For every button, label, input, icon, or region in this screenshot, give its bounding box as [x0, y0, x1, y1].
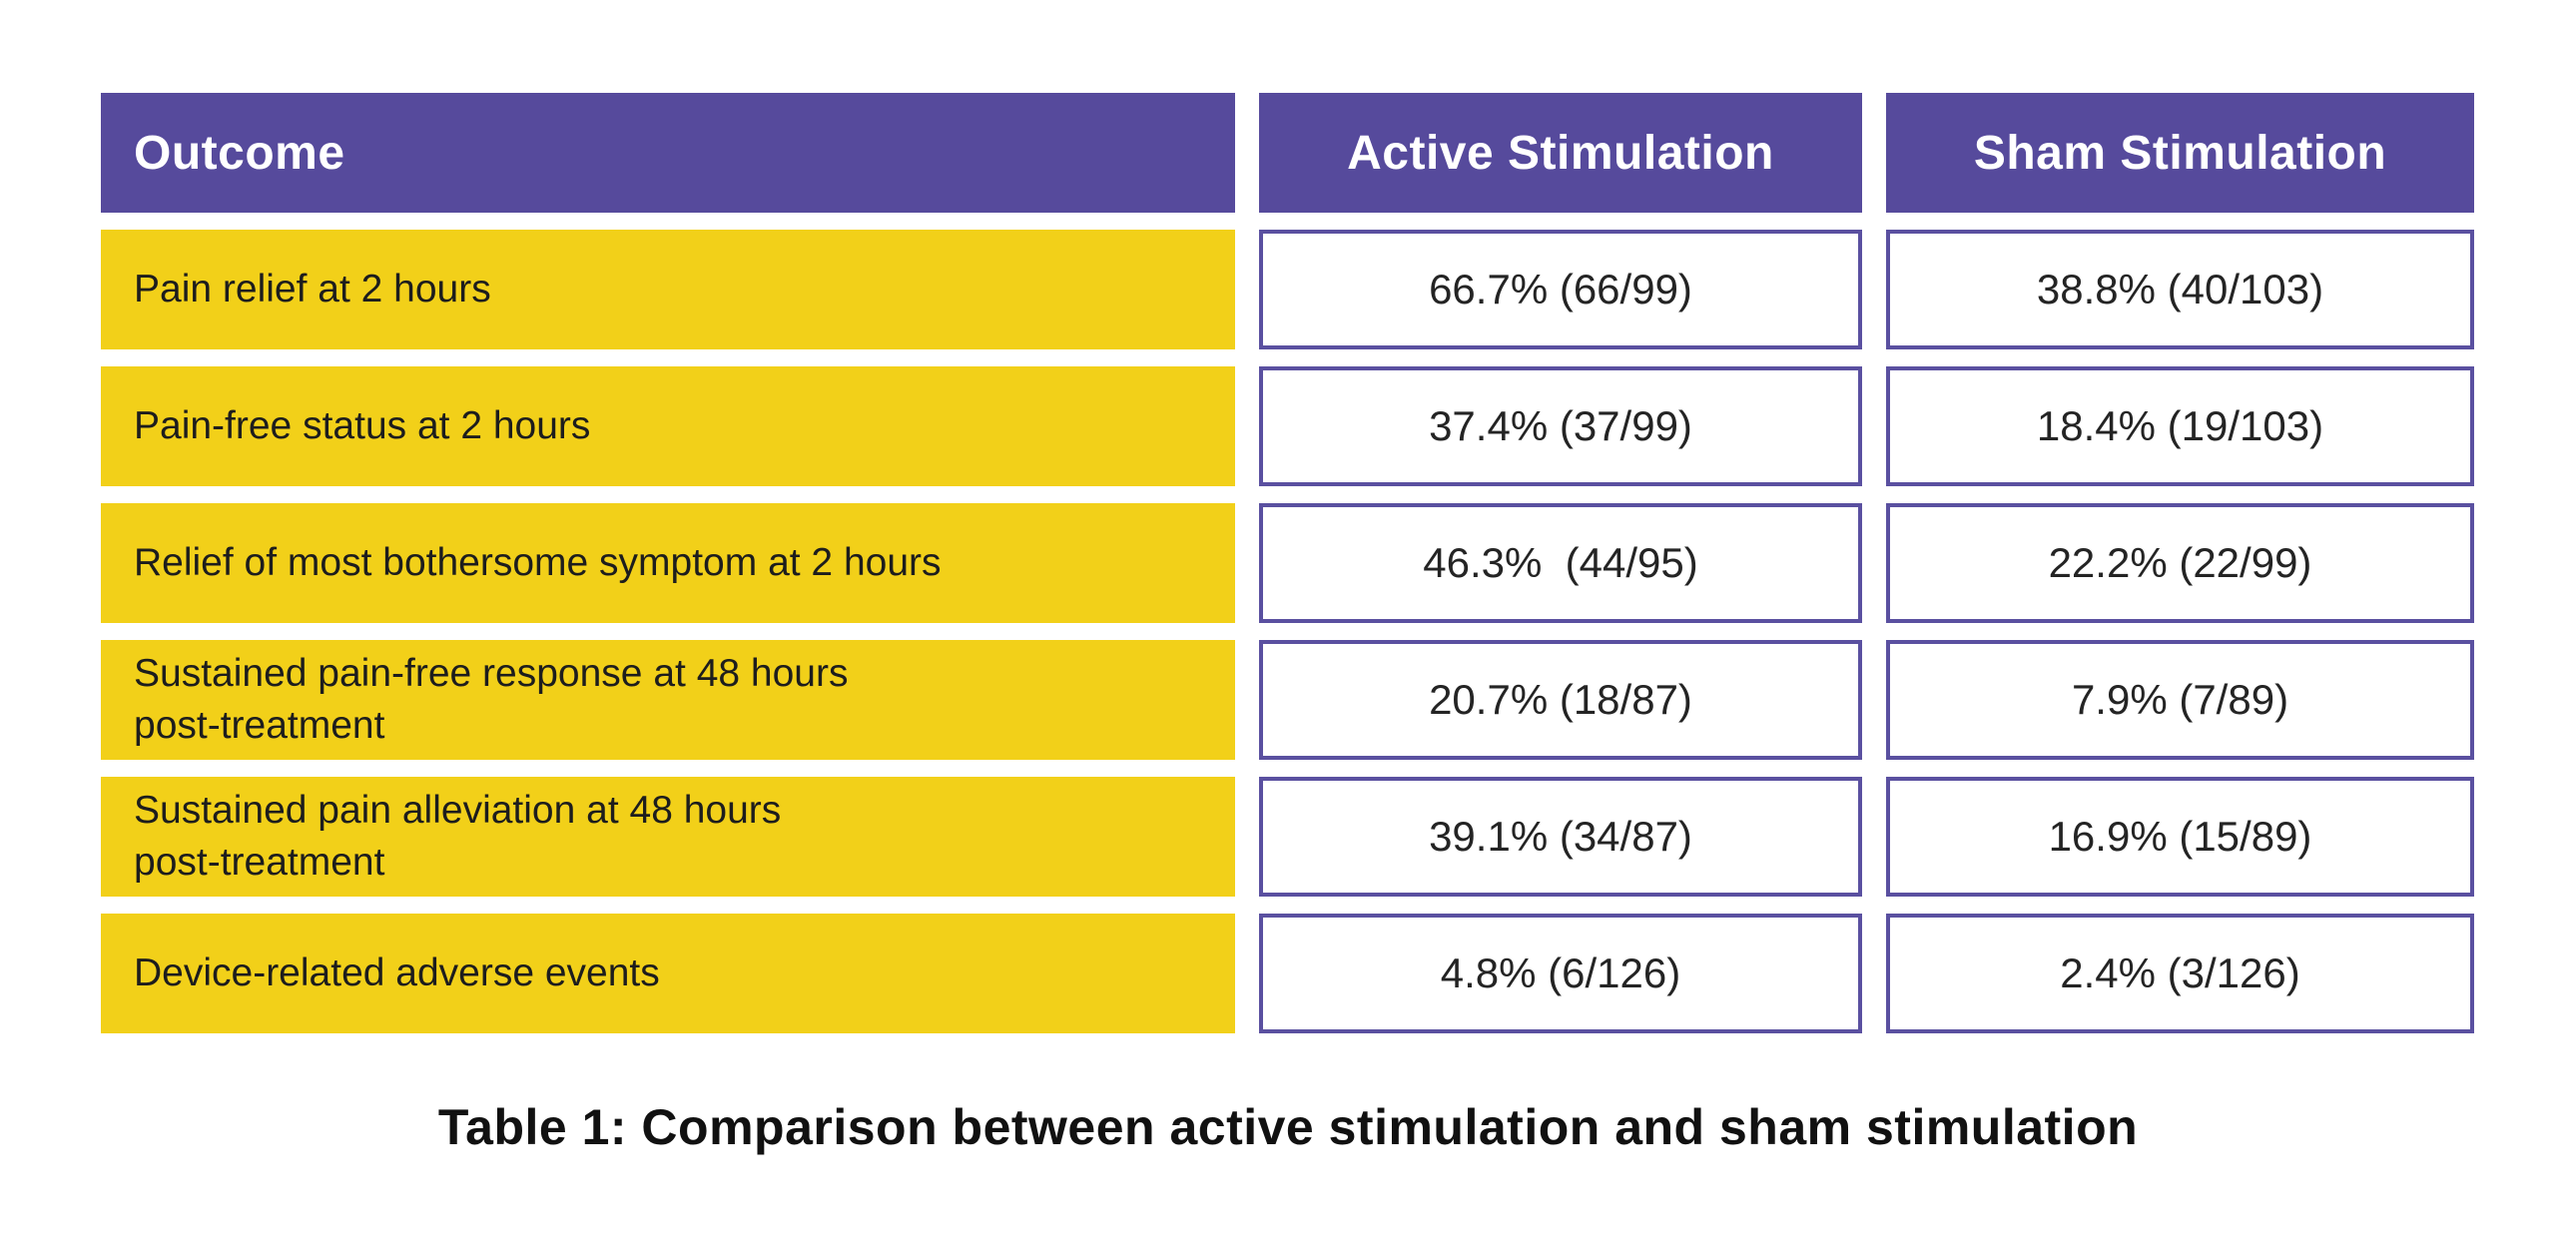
- active-value-cell: 37.4% (37/99): [1259, 366, 1862, 486]
- sham-value-cell: 7.9% (7/89): [1886, 640, 2474, 760]
- outcome-label: Pain relief at 2 hours: [134, 268, 491, 311]
- outcome-label: Relief of most bothersome symptom at 2 h…: [134, 541, 942, 584]
- outcome-label: Pain-free status at 2 hours: [134, 404, 591, 447]
- header-cell-active-stimulation: Active Stimulation: [1259, 93, 1862, 213]
- active-value-cell: 46.3% (44/95): [1259, 503, 1862, 623]
- outcome-label-cell: Relief of most bothersome symptom at 2 h…: [101, 503, 1235, 623]
- sham-value: 18.4% (19/103): [2036, 402, 2324, 449]
- active-value: 4.8% (6/126): [1440, 949, 1681, 996]
- sham-value: 7.9% (7/89): [2071, 676, 2289, 723]
- outcome-label-cell: Sustained pain-free response at 48 hours…: [101, 640, 1235, 760]
- header-cell-outcome: Outcome: [101, 93, 1235, 213]
- active-value: 39.1% (34/87): [1429, 813, 1692, 860]
- outcome-label: Device-related adverse events: [134, 951, 660, 994]
- outcome-label-cell: Sustained pain alleviation at 48 hours p…: [101, 777, 1235, 897]
- sham-value-cell: 38.8% (40/103): [1886, 230, 2474, 349]
- active-value: 37.4% (37/99): [1429, 402, 1692, 449]
- active-value: 46.3% (44/95): [1423, 539, 1698, 586]
- outcome-label: Sustained pain alleviation at 48 hours p…: [134, 789, 782, 884]
- table-caption: Table 1: Comparison between active stimu…: [437, 1099, 2139, 1155]
- active-value-cell: 66.7% (66/99): [1259, 230, 1862, 349]
- header-label-active-stimulation: Active Stimulation: [1347, 126, 1774, 180]
- header-cell-sham-stimulation: Sham Stimulation: [1886, 93, 2474, 213]
- outcome-label-cell: Pain-free status at 2 hours: [101, 366, 1235, 486]
- outcome-label-cell: Pain relief at 2 hours: [101, 230, 1235, 349]
- sham-value: 2.4% (3/126): [2060, 949, 2300, 996]
- outcome-label-cell: Device-related adverse events: [101, 914, 1235, 1033]
- header-label-sham-stimulation: Sham Stimulation: [1973, 126, 2387, 180]
- comparison-table: Outcome Active Stimulation Sham Stimulat…: [101, 93, 2474, 1033]
- active-value: 20.7% (18/87): [1429, 676, 1692, 723]
- outcome-label: Sustained pain-free response at 48 hours…: [134, 652, 849, 747]
- sham-value: 16.9% (15/89): [2048, 813, 2312, 860]
- sham-value-cell: 18.4% (19/103): [1886, 366, 2474, 486]
- sham-value: 22.2% (22/99): [2048, 539, 2312, 586]
- active-value-cell: 4.8% (6/126): [1259, 914, 1862, 1033]
- sham-value: 38.8% (40/103): [2036, 266, 2324, 313]
- sham-value-cell: 2.4% (3/126): [1886, 914, 2474, 1033]
- active-value: 66.7% (66/99): [1429, 266, 1692, 313]
- sham-value-cell: 16.9% (15/89): [1886, 777, 2474, 897]
- sham-value-cell: 22.2% (22/99): [1886, 503, 2474, 623]
- header-label-outcome: Outcome: [134, 126, 345, 180]
- active-value-cell: 39.1% (34/87): [1259, 777, 1862, 897]
- active-value-cell: 20.7% (18/87): [1259, 640, 1862, 760]
